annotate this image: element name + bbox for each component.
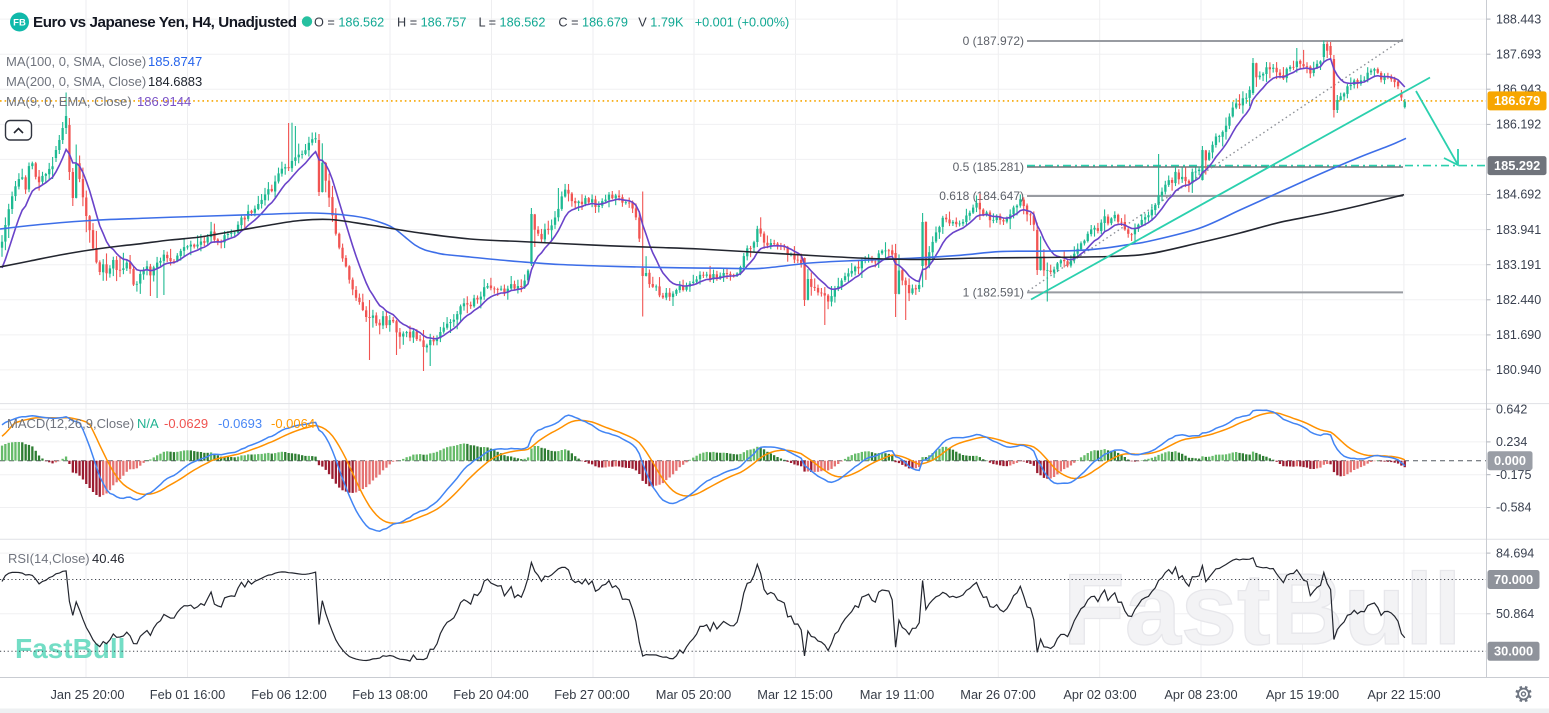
svg-text:Apr 15 19:00: Apr 15 19:00 [1266, 687, 1339, 702]
svg-text:Feb 01 16:00: Feb 01 16:00 [150, 687, 225, 702]
svg-text:Feb 20 04:00: Feb 20 04:00 [453, 687, 528, 702]
svg-text:Mar 19 11:00: Mar 19 11:00 [860, 687, 934, 702]
svg-text:186.9144: 186.9144 [137, 94, 191, 109]
svg-text:185.8747: 185.8747 [148, 54, 202, 69]
svg-text:180.940: 180.940 [1496, 363, 1541, 377]
svg-text:MA(100, 0, SMA, Close): MA(100, 0, SMA, Close) [6, 54, 146, 69]
svg-text:MA(9, 0, EMA, Close): MA(9, 0, EMA, Close) [6, 94, 132, 109]
svg-text:Jan 25 20:00: Jan 25 20:00 [50, 687, 124, 702]
svg-text:+0.001 (+0.00%): +0.001 (+0.00%) [695, 16, 790, 30]
svg-text:Mar 05 20:00: Mar 05 20:00 [656, 687, 731, 702]
svg-text:185.292: 185.292 [1494, 158, 1540, 173]
svg-text:Apr 22 15:00: Apr 22 15:00 [1367, 687, 1440, 702]
svg-text:182.440: 182.440 [1496, 293, 1541, 307]
svg-text:50.864: 50.864 [1496, 607, 1534, 621]
svg-text:FastBull: FastBull [15, 633, 125, 664]
svg-text:Apr 02 03:00: Apr 02 03:00 [1063, 687, 1136, 702]
svg-text:Mar 26 07:00: Mar 26 07:00 [960, 687, 1035, 702]
svg-text:40.46: 40.46 [92, 551, 125, 566]
svg-text:-0.0693: -0.0693 [218, 416, 262, 431]
svg-text:Feb 06 12:00: Feb 06 12:00 [251, 687, 326, 702]
svg-text:-0.175: -0.175 [1496, 468, 1531, 482]
svg-text:RSI(14,Close): RSI(14,Close) [8, 551, 90, 566]
svg-text:184.6883: 184.6883 [148, 74, 202, 89]
svg-text:187.693: 187.693 [1496, 47, 1541, 61]
svg-text:MACD(12,26,9,Close): MACD(12,26,9,Close) [7, 416, 134, 431]
svg-text:Feb 13 08:00: Feb 13 08:00 [352, 687, 427, 702]
svg-text:C = 186.679: C = 186.679 [558, 16, 628, 30]
svg-text:-0.0629: -0.0629 [164, 416, 208, 431]
svg-text:84.694: 84.694 [1496, 546, 1534, 560]
svg-text:-0.0064: -0.0064 [271, 416, 315, 431]
svg-text:H = 186.757: H = 186.757 [397, 16, 467, 30]
svg-text:181.690: 181.690 [1496, 328, 1541, 342]
svg-text:0.618 (184.647): 0.618 (184.647) [939, 189, 1024, 203]
svg-text:0.000: 0.000 [1494, 453, 1526, 468]
svg-text:188.443: 188.443 [1496, 12, 1541, 26]
svg-text:0.234: 0.234 [1496, 435, 1527, 449]
svg-text:Feb 27 00:00: Feb 27 00:00 [554, 687, 629, 702]
svg-text:Apr 08 23:00: Apr 08 23:00 [1164, 687, 1237, 702]
svg-text:Mar 12 15:00: Mar 12 15:00 [757, 687, 832, 702]
svg-text:184.692: 184.692 [1496, 188, 1541, 202]
svg-text:186.679: 186.679 [1494, 93, 1540, 108]
svg-text:30.000: 30.000 [1494, 644, 1533, 659]
svg-text:Euro vs Japanese Yen, H4, Unad: Euro vs Japanese Yen, H4, Unadjusted [33, 14, 297, 31]
svg-text:FB: FB [13, 18, 26, 29]
svg-text:0.642: 0.642 [1496, 402, 1527, 416]
svg-text:183.191: 183.191 [1496, 258, 1541, 272]
svg-text:-0.584: -0.584 [1496, 501, 1531, 515]
svg-text:70.000: 70.000 [1494, 572, 1533, 587]
svg-text:0 (187.972): 0 (187.972) [963, 34, 1024, 48]
svg-text:L = 186.562: L = 186.562 [479, 16, 546, 30]
svg-text:186.192: 186.192 [1496, 118, 1541, 132]
svg-text:O = 186.562: O = 186.562 [314, 16, 384, 30]
svg-text:183.941: 183.941 [1496, 223, 1541, 237]
svg-text:N/A: N/A [137, 416, 159, 431]
svg-text:1 (182.591): 1 (182.591) [963, 285, 1024, 299]
svg-text:V 1.79K: V 1.79K [638, 16, 684, 30]
svg-text:0.5 (185.281): 0.5 (185.281) [953, 160, 1024, 174]
svg-text:FastBull: FastBull [1063, 554, 1461, 666]
svg-text:MA(200, 0, SMA, Close): MA(200, 0, SMA, Close) [6, 74, 146, 89]
